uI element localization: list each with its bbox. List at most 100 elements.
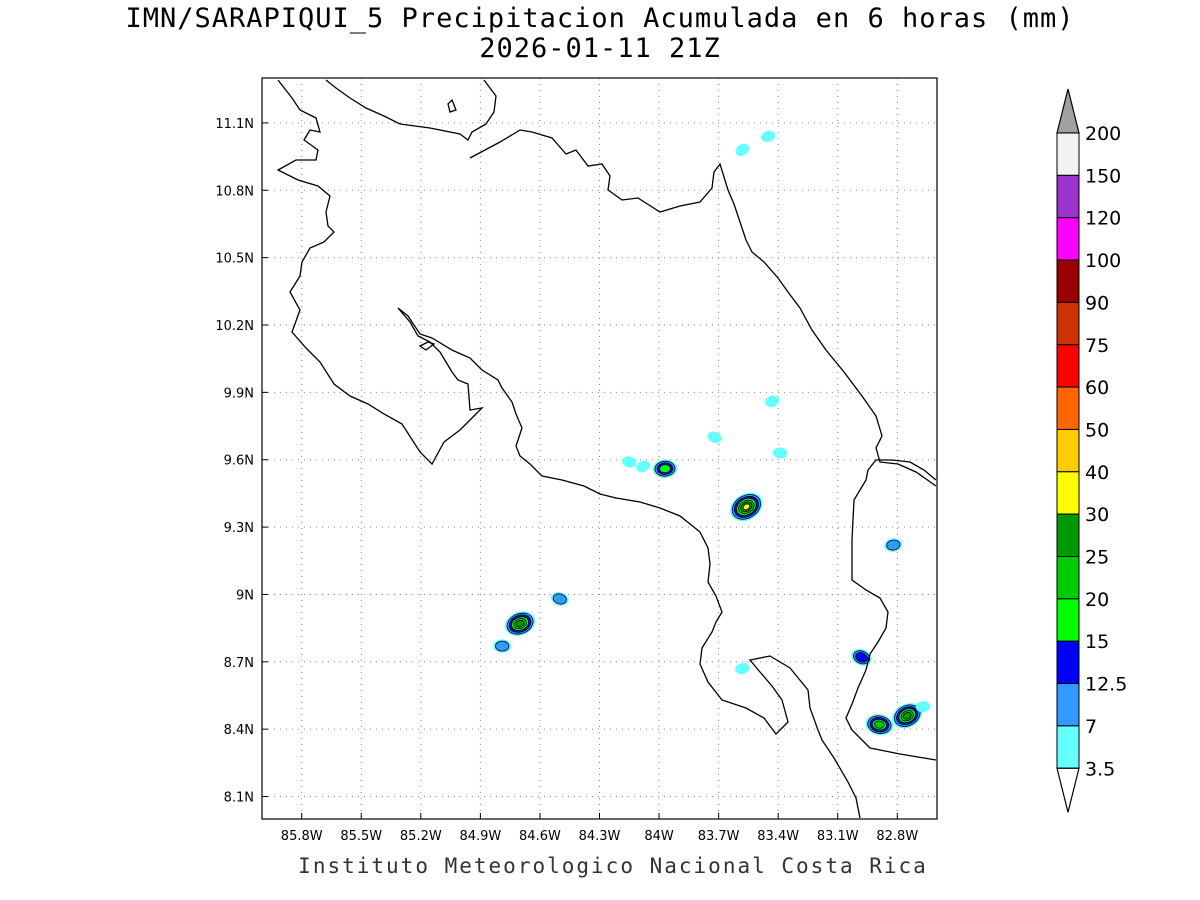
precip-contour-30 — [742, 503, 751, 511]
colorbar-label: 90 — [1085, 292, 1109, 314]
colorbar-swatch — [1056, 132, 1080, 176]
colorbar-swatch — [1056, 386, 1080, 430]
colorbar-swatch — [1056, 598, 1080, 642]
precip-contour-3.5 — [735, 143, 750, 157]
colorbar-label: 15 — [1085, 631, 1109, 653]
precip-cell — [765, 395, 780, 407]
precip-cell — [493, 639, 512, 653]
lat-tick-label: 10.8N — [215, 184, 254, 199]
colorbar-overflow-arrow — [1056, 88, 1080, 134]
colorbar-swatch — [1056, 640, 1080, 685]
precip-contour-7 — [552, 593, 567, 605]
lon-tick-label: 83.7W — [698, 829, 740, 844]
colorbar-label: 12.5 — [1085, 674, 1127, 696]
precip-cell — [760, 130, 776, 142]
colorbar-swatch — [1056, 217, 1080, 261]
lon-tick-label: 84.6W — [519, 829, 561, 844]
precip-cell — [851, 648, 872, 666]
colorbar-underflow-arrow — [1056, 767, 1080, 813]
north-coast — [469, 129, 937, 487]
colorbar-swatch — [1056, 683, 1080, 727]
precip-cell — [865, 714, 894, 736]
precip-cell — [652, 459, 678, 478]
colorbar-swatch — [1056, 174, 1080, 219]
precip-cell — [636, 460, 651, 473]
lat-tick-label: 10.2N — [215, 319, 254, 334]
colorbar-swatch — [1056, 556, 1080, 600]
map-title: IMN/SARAPIQUI_5 Precipitacion Acumulada … — [125, 3, 1075, 34]
precip-contour-15 — [659, 464, 671, 474]
colorbar-label: 100 — [1085, 250, 1121, 272]
lat-axis: 11.1N 10.8N 10.5N 10.2N 9.9N 9.6N 9.3N 9N 8.7N 8.… — [215, 117, 268, 806]
map-frame — [261, 77, 938, 820]
colorbar-label: 25 — [1085, 547, 1109, 569]
colorbar-label: 30 — [1085, 504, 1109, 526]
precip-contour-20 — [874, 720, 885, 729]
precip-contour-3.5 — [765, 395, 780, 407]
colorbar-swatch — [1056, 471, 1080, 515]
colorbar-label: 150 — [1085, 165, 1121, 187]
caribbean-islet — [447, 98, 457, 113]
lat-tick-label: 9.6N — [224, 454, 254, 469]
colorbar-swatch — [1056, 513, 1080, 558]
colorbar-label: 20 — [1085, 589, 1109, 611]
caribbean-pacific-coast — [276, 79, 861, 819]
precip-contour-7 — [495, 640, 510, 652]
colorbar-label: 200 — [1085, 123, 1121, 145]
colorbar-label: 7 — [1085, 716, 1097, 738]
lon-tick-label: 84W — [644, 829, 674, 844]
panama-border — [845, 459, 937, 761]
lat-tick-label: 11.1N — [215, 117, 254, 132]
lon-tick-label: 85.8W — [281, 829, 323, 844]
precip-contour-7 — [886, 539, 901, 551]
lon-tick-label: 82.8W — [876, 829, 918, 844]
precip-cell — [735, 662, 750, 675]
colorbar-label: 60 — [1085, 377, 1109, 399]
precip-cell — [707, 431, 722, 443]
colorbar-label: 120 — [1085, 208, 1121, 230]
colorbar-swatch — [1056, 344, 1080, 388]
precip-contour-3.5 — [636, 460, 651, 473]
lon-tick-label: 83.1W — [817, 829, 859, 844]
pacific-islet — [418, 341, 436, 351]
lat-tick-label: 8.1N — [224, 791, 254, 806]
lon-tick-label: 84.3W — [579, 829, 621, 844]
precip-contour-3.5 — [772, 447, 788, 459]
precip-cell — [915, 701, 931, 713]
precip-cell — [621, 456, 637, 468]
precip-contour-3.5 — [735, 662, 750, 675]
precip-contour-25 — [515, 619, 525, 628]
precip-cell — [884, 538, 903, 552]
lat-tick-label: 9.9N — [224, 386, 254, 401]
precip-contour-3.5 — [707, 431, 722, 443]
colorbar-label: 50 — [1085, 419, 1109, 441]
colorbar-swatch — [1056, 301, 1080, 346]
map-valid-time: 2026-01-11 21Z — [479, 33, 721, 64]
colorbar-label: 40 — [1085, 462, 1109, 484]
lon-tick-label: 83.4W — [757, 829, 799, 844]
precip-field — [493, 130, 931, 736]
precip-cell — [772, 447, 788, 459]
caribbean-coast — [325, 79, 497, 141]
precip-contour-3.5 — [915, 701, 931, 713]
colorbar-swatch — [1056, 259, 1080, 303]
colorbar-swatch — [1056, 428, 1080, 473]
credit-text: Instituto Meteorologico Nacional Costa R… — [298, 854, 928, 878]
lon-tick-label: 84.9W — [459, 829, 501, 844]
precip-contour-3.5 — [621, 456, 637, 468]
precip-cell — [735, 143, 750, 157]
lat-tick-label: 9N — [236, 588, 254, 603]
coastline — [276, 79, 937, 819]
lon-axis: 85.8W 85.5W 85.2W 84.9W 84.6W 84.3W 84W 83.7W 83… — [281, 813, 918, 844]
lat-tick-label: 10.5N — [215, 252, 254, 267]
precip-cell — [892, 703, 923, 729]
precip-cell — [550, 592, 569, 606]
map-grid — [262, 78, 937, 819]
lon-tick-label: 85.5W — [340, 829, 382, 844]
precip-contour-25 — [902, 711, 912, 720]
lat-tick-label: 9.3N — [224, 521, 254, 536]
precip-cell — [730, 492, 763, 522]
lat-tick-label: 8.4N — [224, 723, 254, 738]
precip-contour-3.5 — [760, 130, 776, 142]
lat-tick-label: 8.7N — [224, 656, 254, 671]
